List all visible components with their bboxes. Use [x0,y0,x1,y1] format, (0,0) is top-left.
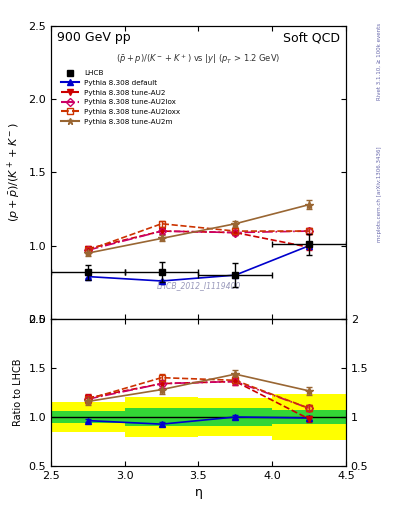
Text: Soft QCD: Soft QCD [283,31,340,45]
Y-axis label: $(p+\bar{p})/(K^++K^-)$: $(p+\bar{p})/(K^++K^-)$ [6,123,23,222]
Text: Rivet 3.1.10, ≥ 100k events: Rivet 3.1.10, ≥ 100k events [377,23,382,100]
X-axis label: η: η [195,486,202,499]
Y-axis label: Ratio to LHCB: Ratio to LHCB [13,359,23,426]
Text: LHCB_2012_I1119400: LHCB_2012_I1119400 [156,281,241,290]
Text: 900 GeV pp: 900 GeV pp [57,31,130,45]
Legend: LHCB, Pythia 8.308 default, Pythia 8.308 tune-AU2, Pythia 8.308 tune-AU2lox, Pyt: LHCB, Pythia 8.308 default, Pythia 8.308… [58,68,184,127]
Text: $(\bar{p}+p)/(K^-+K^+)$ vs $|y|$ ($p_T$ > 1.2 GeV): $(\bar{p}+p)/(K^-+K^+)$ vs $|y|$ ($p_T$ … [116,52,281,66]
Text: mcplots.cern.ch [arXiv:1306.3436]: mcplots.cern.ch [arXiv:1306.3436] [377,147,382,242]
